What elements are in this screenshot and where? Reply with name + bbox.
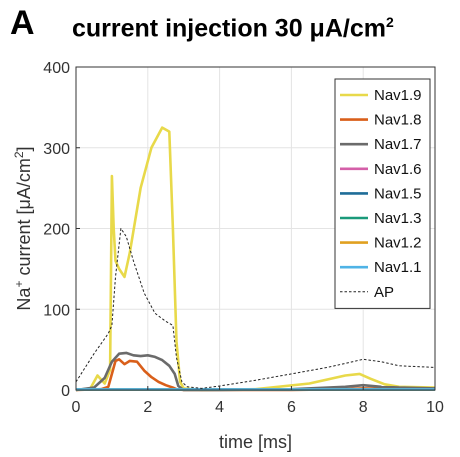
legend-label-nav1-6: Nav1.6 — [374, 161, 422, 178]
y-tick-label: 400 — [43, 60, 70, 77]
x-tick-label: 4 — [215, 399, 224, 416]
y-tick-label: 0 — [61, 383, 70, 400]
y-label-mid: current [μA/cm — [14, 158, 34, 280]
legend-label-nav1-7: Nav1.7 — [374, 136, 422, 153]
chart-title: current injection 30 μA/cm2 — [72, 14, 394, 43]
chart-title-text: current injection 30 μA/cm — [72, 14, 386, 43]
x-tick-label: 2 — [143, 399, 152, 416]
chart-title-superscript: 2 — [386, 14, 394, 30]
legend-label-nav1-3: Nav1.3 — [374, 210, 422, 227]
legend-label-nav1-5: Nav1.5 — [374, 185, 422, 202]
y-label-sup-plus: + — [12, 281, 26, 288]
legend-label-nav1-1: Nav1.1 — [374, 259, 422, 276]
x-tick-label: 0 — [72, 399, 81, 416]
y-axis-label: Na+ current [μA/cm2] — [12, 146, 34, 310]
y-label-pre: Na — [14, 287, 34, 311]
legend-label-nav1-9: Nav1.9 — [374, 87, 422, 104]
x-tick-label: 6 — [287, 399, 296, 416]
y-label-sup-2: 2 — [12, 151, 26, 158]
x-tick-label: 8 — [359, 399, 368, 416]
series-line-nav1-7 — [75, 351, 436, 392]
legend-label-nav1-2: Nav1.2 — [374, 235, 422, 252]
y-tick-label: 300 — [43, 141, 70, 158]
axes — [75, 66, 436, 391]
x-tick-label: 10 — [426, 399, 444, 416]
y-label-post: ] — [14, 146, 34, 151]
series-line-nav1-9 — [75, 126, 436, 392]
legend: Nav1.9 Nav1.8 Nav1.7 Nav1.6 Nav1.5 Nav1.3 Nav1… — [334, 78, 431, 309]
y-tick-label: 200 — [43, 222, 70, 239]
x-axis-label: time [ms] — [219, 432, 292, 452]
legend-label-nav1-8: Nav1.8 — [374, 112, 422, 129]
panel-label: A — [10, 4, 35, 42]
legend-label-ap: AP — [374, 284, 394, 301]
series-line-nav1-8 — [75, 358, 436, 392]
y-tick-label: 100 — [43, 302, 70, 319]
